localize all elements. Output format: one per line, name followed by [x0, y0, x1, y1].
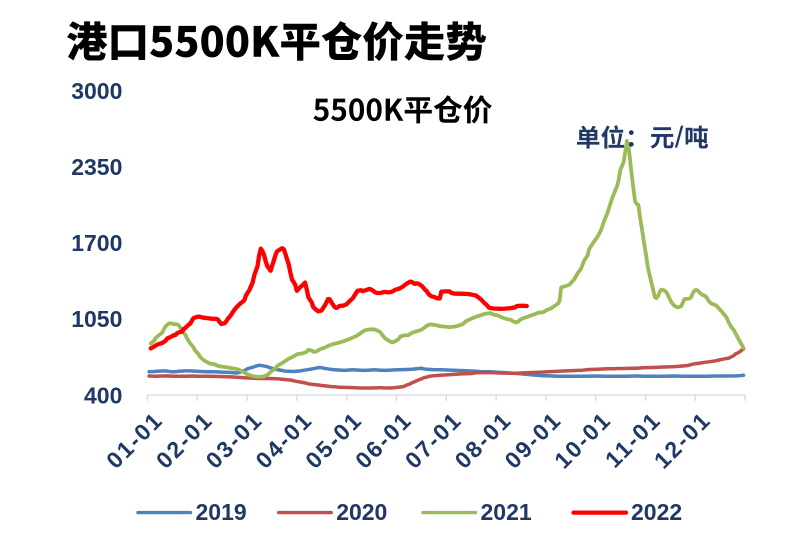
legend-label: 2020 [336, 499, 387, 525]
page-title-glyphs [67, 21, 487, 62]
legend-item-2020: 2020 [277, 499, 387, 525]
y-axis: 3000 2350 1700 1050 400 [71, 78, 122, 408]
chart-title-glyphs [313, 95, 493, 124]
y-axis-tick-label: 3000 [71, 78, 122, 104]
legend-label: 2022 [631, 499, 682, 525]
legend-item-2022: 2022 [571, 499, 682, 525]
y-axis-tick-label: 1050 [71, 306, 122, 332]
legend-item-2021: 2021 [421, 499, 532, 525]
unit-label [577, 125, 709, 149]
series-line-2020 [147, 347, 746, 390]
legend-item-2019: 2019 [136, 499, 247, 525]
legend-label: 2019 [196, 499, 247, 525]
y-axis-tick-label: 1700 [71, 230, 122, 256]
y-axis-tick-label: 2350 [71, 154, 122, 180]
y-axis-tick-label: 400 [84, 382, 122, 408]
series-line-2019 [147, 363, 746, 379]
unit-label-glyphs [577, 125, 709, 149]
legend-label: 2021 [481, 499, 532, 525]
chart-title [313, 95, 493, 124]
series-line-2022 [148, 246, 529, 351]
page-title [67, 21, 487, 62]
series-line-2021 [148, 138, 746, 379]
legend: 2019 2020 2021 2022 [136, 499, 682, 525]
series-lines [147, 138, 746, 390]
